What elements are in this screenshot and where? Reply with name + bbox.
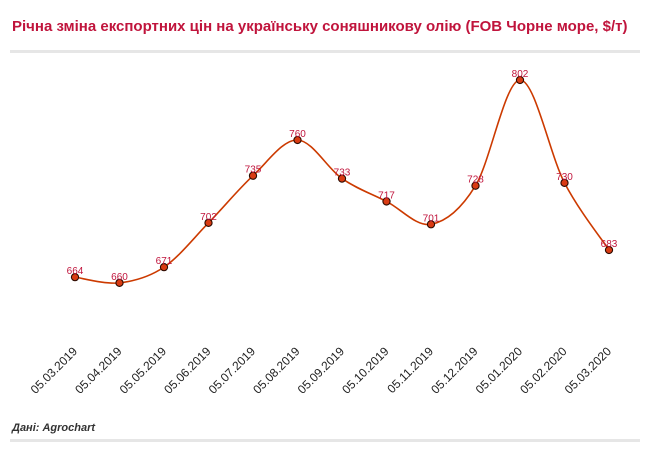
data-label-05.07.2019: 735 xyxy=(245,165,262,176)
series-line xyxy=(74,79,610,284)
x-tick-label-05.12.2019: 05.12.2019 xyxy=(428,344,481,397)
x-tick-label-05.04.2019: 05.04.2019 xyxy=(72,344,125,397)
x-tick-label-05.06.2019: 05.06.2019 xyxy=(161,344,214,397)
data-point-05.05.2019 xyxy=(159,262,169,272)
source-note: Дані: Agrochart xyxy=(12,422,96,434)
data-point-05.08.2019 xyxy=(293,135,302,145)
x-tick-label-05.02.2020: 05.02.2020 xyxy=(517,344,570,397)
data-label-05.02.2020: 730 xyxy=(556,172,573,183)
x-tick-label-05.07.2019: 05.07.2019 xyxy=(206,344,259,397)
data-label-05.03.2019: 664 xyxy=(67,266,84,277)
x-tick-label-05.03.2019: 05.03.2019 xyxy=(28,344,81,397)
data-point-05.09.2019 xyxy=(337,174,347,183)
x-axis-tick-labels: 05.03.201905.04.201905.05.201905.06.2019… xyxy=(28,344,615,397)
data-point-05.12.2019 xyxy=(471,181,480,190)
data-label-05.12.2019: 728 xyxy=(467,175,484,186)
x-tick-label-05.03.2020: 05.03.2020 xyxy=(562,344,615,397)
x-tick-label-05.09.2019: 05.09.2019 xyxy=(295,344,348,397)
footer-divider xyxy=(10,439,640,442)
x-tick-label-05.05.2019: 05.05.2019 xyxy=(117,344,170,397)
data-label-05.09.2019: 733 xyxy=(334,168,351,179)
data-labels: 664 660 671 702 735 760 733 717 701 728 802 730 683 xyxy=(67,69,618,283)
data-point-05.11.2019 xyxy=(426,220,436,229)
data-point-05.06.2019 xyxy=(204,218,213,228)
data-point-05.10.2019 xyxy=(382,197,391,206)
x-tick-label-05.01.2020: 05.01.2020 xyxy=(473,344,526,397)
data-label-05.05.2019: 671 xyxy=(156,256,173,267)
x-tick-label-05.08.2019: 05.08.2019 xyxy=(250,344,303,397)
markers xyxy=(70,75,614,288)
data-point-05.04.2019 xyxy=(115,278,124,288)
data-label-05.08.2019: 760 xyxy=(289,129,306,140)
data-label-05.01.2020: 802 xyxy=(512,69,529,80)
data-label-05.06.2019: 702 xyxy=(200,212,217,223)
data-point-05.02.2020 xyxy=(560,178,569,188)
data-point-05.01.2020 xyxy=(515,75,525,85)
data-point-05.03.2020 xyxy=(604,245,614,255)
data-label-05.04.2019: 660 xyxy=(111,272,128,283)
data-point-05.03.2019 xyxy=(70,272,80,282)
data-label-05.10.2019: 717 xyxy=(378,190,395,201)
data-label-05.11.2019: 701 xyxy=(423,213,440,224)
title-divider xyxy=(10,50,640,53)
data-point-05.07.2019 xyxy=(248,171,258,180)
x-tick-label-05.10.2019: 05.10.2019 xyxy=(339,344,392,397)
data-label-05.03.2020: 683 xyxy=(601,239,618,250)
chart-title: Річна зміна експортних цін на українську… xyxy=(12,18,628,35)
